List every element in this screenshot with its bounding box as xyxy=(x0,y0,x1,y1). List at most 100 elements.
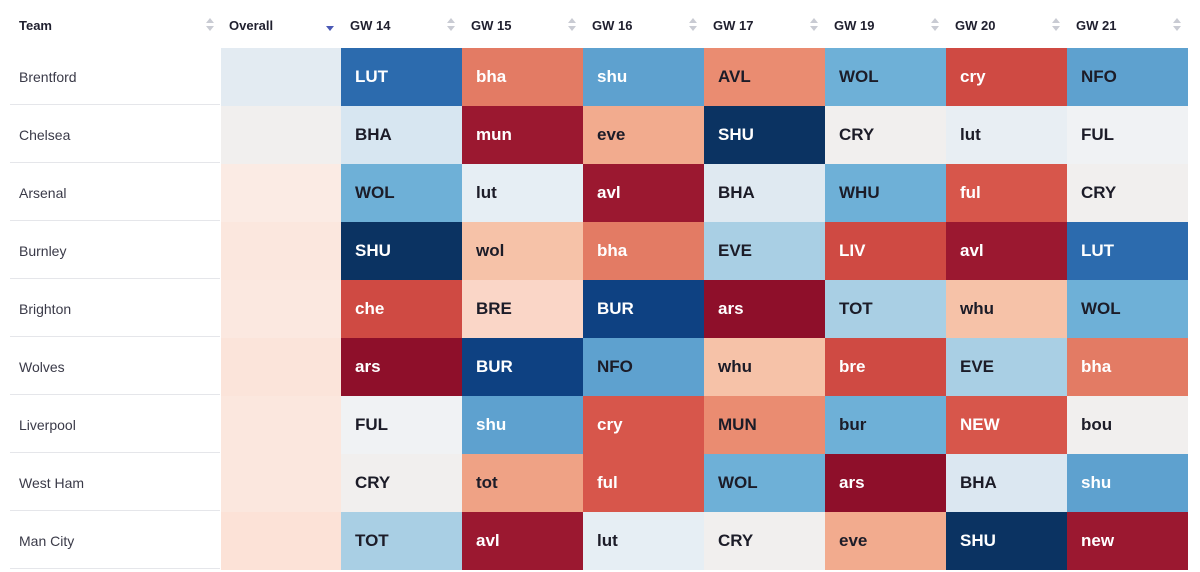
fixture-cell[interactable]: avl xyxy=(946,222,1067,280)
fixture-cell[interactable]: BHA xyxy=(946,454,1067,512)
fixture-cell[interactable]: bha xyxy=(1067,338,1188,396)
fixture-cell[interactable]: bha xyxy=(462,48,583,106)
fixture-cell[interactable]: ars xyxy=(704,280,825,338)
fixture-cell[interactable]: BUR xyxy=(583,280,704,338)
fixture-cell[interactable]: FUL xyxy=(1067,106,1188,164)
team-name[interactable]: West Ham xyxy=(10,454,220,511)
team-name[interactable]: Brighton xyxy=(10,280,220,337)
fixture-cell[interactable]: ars xyxy=(341,338,462,396)
fixture-cell[interactable]: che xyxy=(341,280,462,338)
table-row: Arsenal WOL lut avl BHA WHU ful CRY xyxy=(0,164,1200,222)
table-row: Liverpool FUL shu cry MUN bur NEW bou xyxy=(0,396,1200,454)
fixture-cell[interactable]: bur xyxy=(825,396,946,454)
sort-icon[interactable] xyxy=(1052,18,1060,32)
sort-icon[interactable] xyxy=(568,18,576,32)
fixture-cell[interactable]: BHA xyxy=(704,164,825,222)
fixture-cell[interactable]: AVL xyxy=(704,48,825,106)
column-header-gameweek[interactable]: GW 19 xyxy=(825,0,946,48)
fixture-cell[interactable]: SHU xyxy=(704,106,825,164)
fixture-cell[interactable]: bha xyxy=(583,222,704,280)
fixture-cell[interactable]: shu xyxy=(1067,454,1188,512)
fixture-cell[interactable]: avl xyxy=(462,512,583,570)
fixture-cell[interactable]: SHU xyxy=(946,512,1067,570)
fixture-cell[interactable]: LUT xyxy=(341,48,462,106)
fixture-cell[interactable]: mun xyxy=(462,106,583,164)
fixture-cell[interactable]: CRY xyxy=(1067,164,1188,222)
team-name[interactable]: Burnley xyxy=(10,222,220,279)
overall-difficulty-cell xyxy=(221,222,341,280)
team-name[interactable]: Arsenal xyxy=(10,164,220,221)
fixture-cell[interactable]: MUN xyxy=(704,396,825,454)
fixture-cell[interactable]: NEW xyxy=(946,396,1067,454)
fixture-cell[interactable]: EVE xyxy=(704,222,825,280)
fixture-cell[interactable]: bre xyxy=(825,338,946,396)
fixture-cell[interactable]: CRY xyxy=(704,512,825,570)
fixture-cell[interactable]: LIV xyxy=(825,222,946,280)
sort-icon[interactable] xyxy=(689,18,697,32)
fixture-cell[interactable]: NFO xyxy=(1067,48,1188,106)
column-header-label: GW 16 xyxy=(592,18,633,33)
fixture-cell[interactable]: TOT xyxy=(825,280,946,338)
fixture-cell[interactable]: wol xyxy=(462,222,583,280)
fixture-cell[interactable]: tot xyxy=(462,454,583,512)
column-header-gameweek[interactable]: GW 15 xyxy=(462,0,583,48)
fixture-cell[interactable]: WOL xyxy=(704,454,825,512)
fixture-cell[interactable]: WOL xyxy=(341,164,462,222)
column-header-overall[interactable]: Overall xyxy=(220,0,341,48)
fixture-cell[interactable]: shu xyxy=(462,396,583,454)
fixture-cell[interactable]: EVE xyxy=(946,338,1067,396)
column-header-label: GW 21 xyxy=(1076,18,1117,33)
fixture-cell[interactable]: ars xyxy=(825,454,946,512)
team-name[interactable]: Brentford xyxy=(10,48,220,105)
fixture-cell[interactable]: bou xyxy=(1067,396,1188,454)
team-name[interactable]: Wolves xyxy=(10,338,220,395)
fixture-cell[interactable]: WOL xyxy=(825,48,946,106)
overall-difficulty-cell xyxy=(221,106,341,164)
fixture-cell[interactable]: CRY xyxy=(341,454,462,512)
column-header-gameweek[interactable]: GW 17 xyxy=(704,0,825,48)
fixture-cell[interactable]: cry xyxy=(583,396,704,454)
column-header-team[interactable]: Team xyxy=(10,0,220,48)
column-header-gameweek[interactable]: GW 20 xyxy=(946,0,1067,48)
fixture-cell[interactable]: ful xyxy=(583,454,704,512)
fixture-cell[interactable]: WOL xyxy=(1067,280,1188,338)
column-header-gameweek[interactable]: GW 21 xyxy=(1067,0,1188,48)
fixture-cell[interactable]: lut xyxy=(462,164,583,222)
fixture-cell[interactable]: BRE xyxy=(462,280,583,338)
table-row: Wolves ars BUR NFO whu bre EVE bha xyxy=(0,338,1200,396)
fixture-cell[interactable]: NFO xyxy=(583,338,704,396)
team-name[interactable]: Chelsea xyxy=(10,106,220,163)
sort-icon[interactable] xyxy=(447,18,455,32)
fixture-cell[interactable]: FUL xyxy=(341,396,462,454)
team-name[interactable]: Man City xyxy=(10,512,220,569)
team-name[interactable]: Liverpool xyxy=(10,396,220,453)
sort-descending-icon[interactable] xyxy=(326,18,334,32)
fixture-cell[interactable]: CRY xyxy=(825,106,946,164)
fixture-cell[interactable]: BUR xyxy=(462,338,583,396)
fixture-cell[interactable]: shu xyxy=(583,48,704,106)
fixture-cell[interactable]: lut xyxy=(946,106,1067,164)
fixture-cell[interactable]: BHA xyxy=(341,106,462,164)
column-header-gameweek[interactable]: GW 16 xyxy=(583,0,704,48)
fixture-cell[interactable]: whu xyxy=(704,338,825,396)
fixture-cell[interactable]: whu xyxy=(946,280,1067,338)
fixture-cell[interactable]: eve xyxy=(583,106,704,164)
fixture-cell[interactable]: new xyxy=(1067,512,1188,570)
column-header-gameweek[interactable]: GW 14 xyxy=(341,0,462,48)
fixture-cell[interactable]: LUT xyxy=(1067,222,1188,280)
column-header-label: Overall xyxy=(229,18,274,33)
fixture-cell[interactable]: avl xyxy=(583,164,704,222)
column-header-label: Team xyxy=(19,18,52,33)
fixture-cell[interactable]: TOT xyxy=(341,512,462,570)
sort-icon[interactable] xyxy=(1173,18,1181,32)
fixture-cell[interactable]: WHU xyxy=(825,164,946,222)
fixture-cell[interactable]: cry xyxy=(946,48,1067,106)
sort-icon[interactable] xyxy=(931,18,939,32)
fixture-cell[interactable]: eve xyxy=(825,512,946,570)
fixture-cell[interactable]: lut xyxy=(583,512,704,570)
column-header-label: GW 19 xyxy=(834,18,875,33)
fixture-cell[interactable]: ful xyxy=(946,164,1067,222)
fixture-cell[interactable]: SHU xyxy=(341,222,462,280)
sort-icon[interactable] xyxy=(810,18,818,32)
sort-icon[interactable] xyxy=(206,18,214,32)
